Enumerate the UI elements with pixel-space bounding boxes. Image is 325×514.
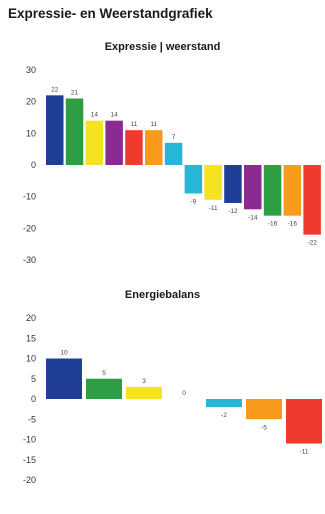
bar: [303, 165, 321, 235]
bar: [85, 120, 104, 165]
bar: [286, 399, 322, 444]
chart-energiebalans: -20 -15 -10 -5 0 5 10 15 20 10 5 3 0 -2 -5 -11: [23, 313, 322, 485]
y-tick-label: -10: [23, 192, 36, 202]
data-label: 21: [71, 90, 79, 97]
bar: [125, 130, 143, 165]
bar: [246, 399, 282, 420]
data-label: 10: [60, 350, 68, 357]
data-label: 3: [142, 378, 146, 385]
data-label: -12: [228, 208, 238, 215]
data-label: 11: [131, 121, 138, 128]
data-label: -22: [307, 240, 317, 247]
data-label: 14: [91, 112, 99, 119]
bar: [145, 130, 163, 165]
bar: [46, 358, 82, 399]
data-label: 7: [172, 134, 176, 141]
y-tick-label: 15: [26, 333, 36, 343]
bar: [204, 165, 222, 200]
bar: [263, 165, 282, 216]
data-label: 11: [150, 121, 157, 128]
chart-title-energiebalans: Energiebalans: [124, 289, 201, 301]
chart-expressie-weerstand: -30 -20 -10 0 10 20 30 22 21 14 14 11 11 7 -9 -11 -12 -14…: [23, 65, 321, 265]
data-label: 5: [102, 370, 106, 377]
data-label: -5: [261, 424, 267, 431]
data-label: -2: [221, 412, 227, 419]
chart-title-expressie: Expressie | weerstand: [104, 41, 221, 53]
y-tick-label: 30: [26, 65, 36, 75]
data-label: 0: [182, 390, 186, 397]
y-tick-label: -20: [23, 475, 36, 485]
y-tick-label: 10: [26, 354, 36, 364]
bar: [46, 95, 64, 165]
data-label: -11: [300, 449, 309, 456]
bar: [184, 165, 203, 194]
bar: [126, 386, 162, 399]
y-tick-label: 0: [31, 394, 36, 404]
bar: [65, 98, 84, 165]
y-tick-label: -20: [23, 223, 36, 233]
y-tick-label: 5: [31, 374, 36, 384]
data-label: -11: [209, 205, 218, 212]
bar: [86, 378, 122, 399]
y-tick-label: -15: [23, 455, 36, 465]
data-label: 14: [111, 112, 119, 119]
y-tick-label: 20: [26, 313, 36, 323]
data-label: -16: [268, 221, 278, 228]
data-label: -9: [190, 199, 196, 206]
page-title: Expressie- en Weerstandgrafiek: [8, 6, 213, 21]
bar: [244, 165, 262, 210]
y-tick-label: -10: [23, 435, 36, 445]
data-label: -16: [288, 221, 298, 228]
bar: [206, 399, 242, 408]
y-tick-label: 0: [31, 160, 36, 170]
data-label: 22: [51, 86, 59, 93]
bar: [105, 120, 123, 165]
bar: [283, 165, 302, 216]
data-label: -14: [248, 214, 258, 221]
bar: [224, 165, 242, 203]
bar: [164, 142, 183, 165]
y-tick-label: 10: [26, 128, 36, 138]
y-tick-label: 20: [26, 97, 36, 107]
y-tick-label: -30: [23, 255, 36, 265]
y-tick-label: -5: [28, 414, 36, 424]
